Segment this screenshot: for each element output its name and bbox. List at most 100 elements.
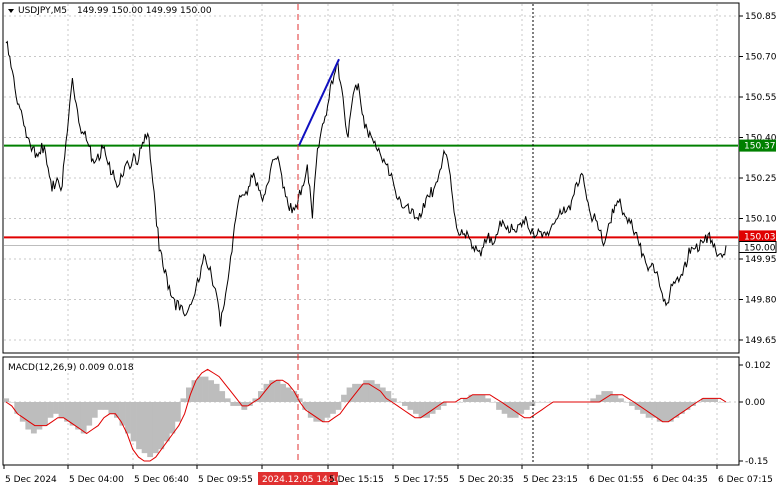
- macd-bar: [496, 402, 502, 410]
- macd-bar: [485, 398, 491, 402]
- macd-bar: [80, 402, 87, 434]
- macd-bar: [330, 402, 336, 414]
- price-line: [5, 40, 727, 327]
- trendline[interactable]: [298, 58, 340, 147]
- macd-bar: [595, 394, 602, 402]
- macd-label: MACD(12,26,9) 0.009 0.018: [8, 363, 134, 373]
- macd-bar: [717, 402, 724, 403]
- macd-bar: [169, 402, 176, 434]
- red-level-tag: [739, 230, 776, 242]
- macd-bar: [224, 398, 231, 402]
- triangle-down-icon[interactable]: [8, 9, 14, 13]
- x-tick-label: 2024.12.05 14:10: [262, 475, 343, 485]
- macd-bar: [606, 391, 613, 402]
- macd-bar: [474, 394, 480, 402]
- x-tick-label: 5 Dec 23:15: [523, 475, 578, 485]
- macd-bar: [346, 387, 353, 402]
- macd-bar: [42, 402, 48, 426]
- x-tick-label: 5 Dec 17:55: [394, 475, 449, 485]
- macd-bar: [507, 402, 514, 418]
- macd-bar: [546, 402, 552, 403]
- macd-bar: [119, 402, 126, 426]
- macd-bar: [102, 402, 109, 410]
- macd-bar: [246, 402, 253, 406]
- signal-series: [5, 368, 727, 462]
- macd-bar: [418, 402, 425, 418]
- macd-bar: [457, 402, 464, 403]
- macd-bar: [407, 402, 414, 410]
- macd-bar: [263, 383, 270, 402]
- macd-bar: [47, 402, 54, 418]
- macd-bar: [667, 402, 674, 422]
- blue-trendline: [298, 58, 340, 147]
- green-level-label: 150.37: [744, 142, 776, 152]
- x-tick-label: 5 Dec 2024: [5, 475, 57, 485]
- macd-bar: [529, 402, 536, 406]
- macd-bar: [285, 387, 292, 402]
- macd-bar: [53, 402, 59, 414]
- macd-bar: [357, 383, 364, 402]
- y-tick-label: 150.55: [745, 93, 777, 103]
- ohlc-values: 149.99 150.00 149.99 150.00: [77, 6, 212, 16]
- macd-bar: [58, 402, 65, 418]
- macd-bar: [368, 380, 375, 402]
- x-tick-label: 6 Dec 07:15: [718, 475, 773, 485]
- macd-bar: [712, 398, 718, 402]
- current-price-label: 150.00: [744, 244, 776, 254]
- macd-bar: [695, 402, 702, 403]
- macd-bar: [618, 398, 624, 402]
- macd-histogram: [3, 376, 730, 458]
- macd-bar: [424, 402, 430, 418]
- macd-bar: [390, 398, 397, 402]
- macd-bar: [291, 391, 298, 402]
- green-level-tag: [739, 139, 776, 152]
- macd-bar: [25, 402, 32, 430]
- macd-axis: 0.102 0.00 -0.15: [739, 361, 771, 467]
- macd-bar: [274, 380, 281, 402]
- macd-bar: [219, 391, 226, 402]
- y-tick-label: 150.85: [745, 12, 777, 22]
- price-levels: [4, 144, 738, 246]
- macd-bar: [36, 402, 43, 430]
- macd-bar: [230, 402, 237, 406]
- x-tick-label: 5 Dec 15:15: [329, 475, 384, 485]
- macd-bar: [590, 398, 597, 402]
- macd-bar: [69, 402, 76, 426]
- macd-bar: [623, 402, 630, 403]
- x-tick-label: 6 Dec 04:35: [653, 475, 708, 485]
- macd-bar: [91, 402, 98, 418]
- y-tick-label: 150.10: [745, 215, 777, 225]
- y-tick-label: 149.95: [745, 255, 777, 265]
- macd-bar: [14, 402, 21, 414]
- macd-bar: [462, 398, 469, 402]
- y-tick-label: 150.25: [745, 174, 777, 184]
- macd-bar: [174, 402, 181, 422]
- macd-bar: [318, 402, 325, 422]
- macd-bar: [651, 402, 658, 418]
- macd-bar: [114, 402, 120, 418]
- macd-bar: [163, 402, 170, 442]
- macd-tick-label: 0.00: [745, 398, 765, 408]
- macd-bar: [197, 376, 203, 402]
- symbol-label: USDJPY,M5: [18, 6, 67, 16]
- macd-bar: [402, 402, 408, 406]
- y-tick-label: 150.70: [745, 53, 777, 63]
- macd-bar: [518, 402, 525, 414]
- macd-bar: [363, 380, 370, 402]
- macd-bar: [690, 402, 696, 406]
- macd-tick-label: 0.102: [745, 361, 771, 371]
- macd-bar: [662, 402, 669, 422]
- macd-bar: [629, 402, 635, 406]
- vertical-markers: [297, 4, 534, 464]
- price-series: [5, 40, 727, 327]
- y-tick-label: 150.40: [745, 134, 777, 144]
- macd-bar: [313, 402, 320, 422]
- macd-bar: [352, 383, 358, 402]
- macd-bar: [634, 402, 641, 410]
- macd-tick-label: -0.15: [745, 457, 768, 467]
- macd-bar: [180, 398, 187, 402]
- macd-bar: [30, 402, 37, 434]
- time-axis: 5 Dec 2024 5 Dec 04:00 5 Dec 06:40 5 Dec 09…: [3, 465, 773, 485]
